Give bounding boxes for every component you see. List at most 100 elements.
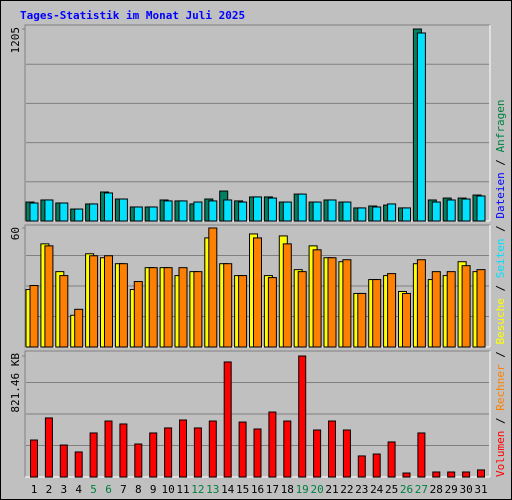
bar (29, 202, 39, 222)
bar (267, 277, 277, 348)
bar (104, 192, 113, 222)
x-tick-label: 27 (415, 483, 428, 496)
bar (44, 245, 54, 348)
bar (134, 443, 143, 478)
bar (163, 200, 173, 222)
legend-separator: / (494, 278, 507, 298)
x-tick-label: 9 (150, 483, 157, 496)
bar (223, 263, 233, 348)
legend: Volumen / Rechner / Besuche / Seiten / D… (494, 99, 507, 477)
bar (402, 292, 411, 348)
bar (476, 269, 486, 348)
bar (193, 201, 203, 222)
bar (313, 429, 322, 478)
bar (446, 199, 456, 222)
x-tick-label: 23 (355, 483, 368, 496)
bar (402, 207, 411, 222)
x-tick-label: 5 (90, 483, 97, 496)
bar (238, 275, 248, 348)
bar (74, 451, 83, 478)
bar (342, 259, 352, 348)
bar (238, 421, 247, 478)
bar (342, 429, 351, 478)
bar (417, 432, 426, 478)
x-tick-label: 4 (75, 483, 82, 496)
x-tick-label: 19 (296, 483, 309, 496)
bar (357, 292, 367, 348)
bar (44, 417, 53, 478)
bar (44, 199, 54, 222)
bar (387, 441, 396, 478)
bar (119, 423, 128, 478)
bar (282, 243, 292, 348)
bar (357, 455, 366, 478)
y-tick-label: 1205 (9, 27, 22, 54)
bar (148, 206, 158, 222)
bar (446, 271, 456, 348)
bar (416, 32, 426, 222)
bar (29, 285, 39, 348)
x-tick-label: 2 (46, 483, 53, 496)
x-tick-label: 31 (474, 483, 487, 496)
bar (402, 472, 411, 478)
bar (223, 199, 233, 222)
bar (30, 439, 38, 478)
bar (208, 200, 218, 222)
x-tick-label: 15 (236, 483, 249, 496)
bar (118, 263, 128, 348)
bar (148, 267, 158, 348)
x-tick-label: 8 (135, 483, 142, 496)
bar (208, 420, 217, 478)
bar (208, 227, 218, 348)
bar (253, 196, 262, 222)
x-tick-label: 22 (340, 483, 353, 496)
panel (24, 24, 491, 222)
legend-separator: / (494, 345, 507, 365)
x-tick-label: 6 (105, 483, 112, 496)
x-tick-label: 21 (325, 483, 338, 496)
x-tick-label: 24 (370, 483, 384, 496)
bar (89, 255, 99, 348)
bar (74, 208, 84, 222)
bar (447, 471, 456, 478)
bar (193, 271, 203, 348)
x-tick-label: 18 (281, 483, 294, 496)
x-tick-label: 11 (176, 483, 189, 496)
bar (327, 257, 337, 348)
bar (372, 206, 382, 222)
bar (416, 259, 426, 348)
bar (312, 249, 322, 348)
x-tick-label: 30 (459, 483, 472, 496)
bar (268, 411, 277, 478)
bar (179, 419, 187, 478)
bar (163, 267, 173, 348)
bar (133, 281, 143, 348)
x-tick-label: 20 (310, 483, 323, 496)
bar (118, 198, 128, 222)
bar (476, 195, 486, 222)
bar (297, 193, 307, 222)
bar (357, 207, 367, 222)
bar (149, 432, 158, 478)
legend-entry: Seiten (494, 239, 507, 279)
bar (372, 279, 382, 348)
legend-entry: Volumen (494, 431, 507, 477)
bar (387, 273, 397, 348)
x-tick-label: 14 (221, 483, 235, 496)
legend-entry: Rechner (494, 364, 507, 411)
legend-separator: / (494, 219, 507, 239)
chart-title: Tages-Statistik im Monat Juli 2025 (20, 9, 245, 22)
bar (342, 201, 352, 222)
legend-separator: / (494, 411, 507, 431)
bar (59, 275, 69, 348)
bar (193, 427, 202, 478)
bar (59, 444, 68, 478)
y-tick-label: 60 (9, 227, 22, 240)
bar (238, 201, 248, 222)
bar (431, 271, 441, 348)
x-tick-label: 17 (266, 483, 279, 496)
bar (74, 308, 84, 348)
bar (253, 428, 262, 478)
x-tick-label: 12 (191, 483, 204, 496)
bar (298, 355, 307, 478)
